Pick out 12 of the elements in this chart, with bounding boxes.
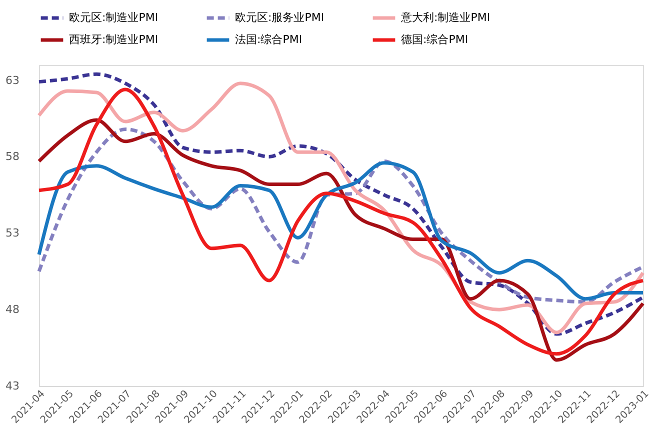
y-tick-label: 58 [6,150,20,164]
legend-label: 意大利:制造业PMI [400,11,490,24]
legend-label: 欧元区:制造业PMI [69,11,158,24]
legend-label: 德国:综合PMI [401,33,468,46]
y-tick-label: 63 [6,74,20,87]
y-tick-label: 43 [6,380,20,392]
line-series [37,161,645,301]
legend-label: 西班牙:制造业PMI [69,33,158,46]
legend-label: 欧元区:服务业PMI [235,11,324,24]
legend-label: 法国:综合PMI [235,33,302,46]
y-tick-label: 48 [6,303,20,316]
y-tick-label: 53 [6,226,20,240]
